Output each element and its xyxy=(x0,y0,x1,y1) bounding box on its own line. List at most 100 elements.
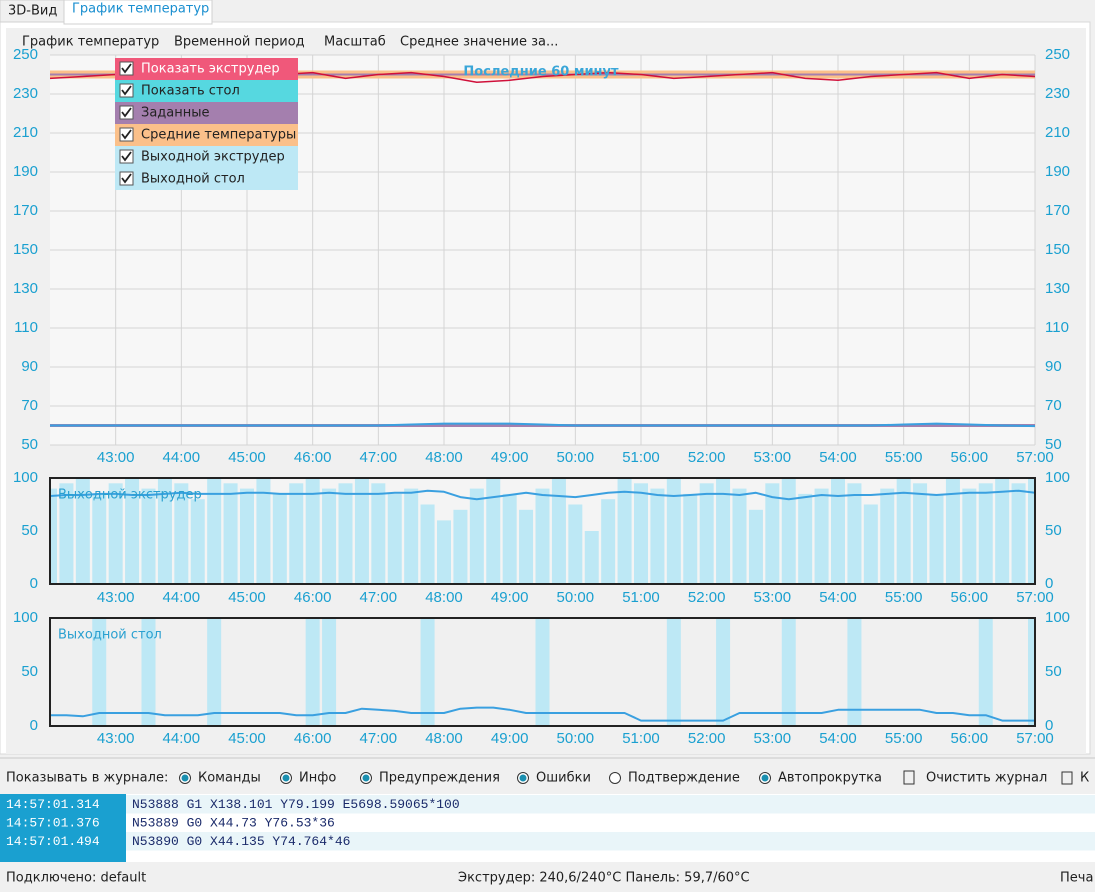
x-tick-label: 53:00 xyxy=(754,589,792,606)
y-tick-label: 50 xyxy=(21,522,38,539)
bar xyxy=(716,478,731,584)
status-connection: Подключено: default xyxy=(6,871,146,886)
menu-item[interactable]: График температур xyxy=(22,35,159,50)
x-tick-label: 44:00 xyxy=(163,730,201,747)
y-tick-label: 100 xyxy=(13,609,38,626)
log-option[interactable]: Ошибки xyxy=(517,771,591,786)
tab-active[interactable] xyxy=(63,0,213,25)
bar xyxy=(880,488,895,584)
legend-item[interactable]: Выходной экструдер xyxy=(115,146,298,168)
x-tick-label: 56:00 xyxy=(951,589,989,606)
bar xyxy=(354,478,369,584)
radio-dot xyxy=(761,774,769,782)
series-line xyxy=(50,422,1035,428)
x-tick-label: 57:00 xyxy=(1016,449,1054,466)
bar xyxy=(978,483,993,584)
y-tick-label: 230 xyxy=(1045,85,1070,102)
x-tick-label: 55:00 xyxy=(885,589,923,606)
bar xyxy=(896,478,911,584)
bar xyxy=(929,493,944,584)
y-tick-label: 50 xyxy=(1045,663,1062,680)
y-tick-label: 0 xyxy=(1045,717,1053,734)
log-option-label: Предупреждения xyxy=(379,771,500,786)
menu-item[interactable]: Среднее значение за... xyxy=(400,35,558,50)
x-tick-label: 47:00 xyxy=(360,449,398,466)
legend-label: Заданные xyxy=(141,106,210,121)
bar xyxy=(978,618,993,726)
x-tick-label: 46:00 xyxy=(294,449,332,466)
bar xyxy=(535,618,550,726)
plot-frame xyxy=(49,477,1036,585)
x-tick-label: 55:00 xyxy=(885,730,923,747)
legend-item[interactable]: Показать экструдер xyxy=(115,58,298,80)
menu-item[interactable]: Масштаб xyxy=(324,35,386,50)
log: 14:57:01.314 N53888 G1 X138.101 Y79.199 E… xyxy=(6,795,1095,851)
x-tick-label: 56:00 xyxy=(951,730,989,747)
x-tick-label: 54:00 xyxy=(819,449,857,466)
plot-frame xyxy=(49,617,1036,727)
x-tick-label: 52:00 xyxy=(688,589,726,606)
trash-icon xyxy=(903,770,915,785)
x-tick-label: 47:00 xyxy=(360,730,398,747)
tab-label: 3D-Вид xyxy=(8,4,57,19)
log-option[interactable]: Инфо xyxy=(280,771,337,786)
bar xyxy=(322,488,337,584)
y-tick-label: 110 xyxy=(14,319,38,336)
bar xyxy=(157,478,172,584)
bar xyxy=(584,531,599,584)
bar xyxy=(781,618,796,726)
bar xyxy=(945,478,960,584)
legend-bg xyxy=(115,146,298,168)
bar xyxy=(831,478,845,584)
x-tick-label: 56:00 xyxy=(951,449,989,466)
legend-item[interactable]: Показать стол xyxy=(115,80,298,102)
bar xyxy=(223,483,238,584)
radio-dot xyxy=(362,774,370,782)
log-row-bg xyxy=(126,832,1095,851)
menu-item[interactable]: Временной период xyxy=(174,35,305,50)
bar xyxy=(551,478,566,584)
y-tick-label: 90 xyxy=(21,358,38,375)
copy-icon[interactable] xyxy=(1061,771,1073,785)
legend-item[interactable]: Заданные xyxy=(115,102,298,124)
legend-item[interactable]: Выходной стол xyxy=(115,168,298,190)
log-option[interactable]: Автопрокрутка xyxy=(759,771,882,786)
bar xyxy=(92,618,107,726)
y-tick-label: 50 xyxy=(21,663,38,680)
bar xyxy=(1028,618,1035,726)
bar xyxy=(141,488,156,584)
legend: Показать экструдер Показать стол Заданные С… xyxy=(115,58,298,190)
bar xyxy=(404,488,419,584)
legend-bg xyxy=(115,124,298,146)
y-tick-label: 230 xyxy=(13,85,38,102)
log-time: 14:57:01.376 xyxy=(6,815,100,830)
log-option[interactable]: Предупреждения xyxy=(360,771,500,786)
bar xyxy=(863,504,878,584)
log-option[interactable]: Подтверждение xyxy=(609,771,740,786)
y-tick-label: 190 xyxy=(13,163,38,180)
bar xyxy=(913,483,928,584)
x-tick-label: 50:00 xyxy=(557,449,595,466)
legend-item[interactable]: Средние температуры xyxy=(115,124,298,146)
bar xyxy=(666,478,681,584)
bar xyxy=(256,478,271,584)
bar xyxy=(125,478,140,584)
y-tick-label: 130 xyxy=(13,280,38,297)
bar xyxy=(92,493,107,584)
bar xyxy=(50,488,57,584)
log-option-label: Ошибки xyxy=(536,771,591,786)
y-tick-label: 0 xyxy=(30,717,38,734)
y-tick-label: 100 xyxy=(13,469,38,486)
series-line xyxy=(50,706,1035,722)
status-right: Печа xyxy=(1060,871,1093,886)
series-line xyxy=(50,489,1035,501)
bar xyxy=(305,478,320,584)
y-tick-label: 150 xyxy=(13,241,38,258)
log-option[interactable]: Команды xyxy=(179,771,261,786)
y-tick-label: 170 xyxy=(1045,202,1070,219)
clear-button[interactable]: Очистить журнал xyxy=(903,770,1047,786)
y-tick-label: 150 xyxy=(1045,241,1070,258)
x-tick-label: 53:00 xyxy=(754,730,792,747)
bar xyxy=(765,483,780,584)
